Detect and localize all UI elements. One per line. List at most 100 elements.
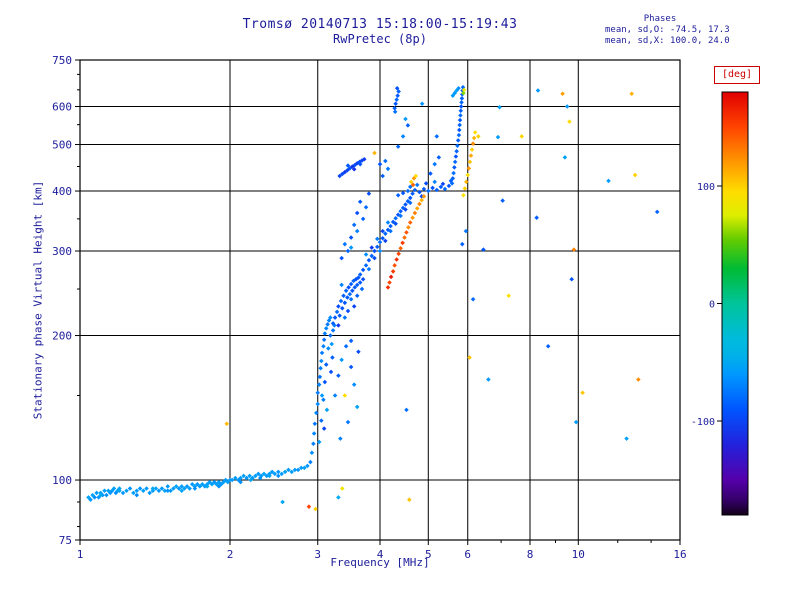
data-point [452, 165, 457, 170]
data-point [104, 492, 109, 498]
data-point [462, 186, 468, 191]
data-point [419, 197, 424, 203]
data-point [362, 156, 367, 162]
data-point [357, 161, 363, 167]
data-point [313, 506, 318, 512]
data-point [457, 127, 462, 133]
data-point [280, 499, 285, 505]
data-point [319, 418, 324, 423]
x-tick-label: 16 [673, 548, 686, 561]
phases-x-mode-stats: mean, sd,X: 100.0, 24.0 [605, 36, 730, 46]
data-point [500, 198, 505, 203]
data-point [286, 467, 291, 473]
data-point [404, 407, 409, 413]
data-point [383, 231, 388, 236]
data-point [336, 304, 341, 309]
data-point [124, 488, 129, 493]
data-point [350, 288, 355, 293]
data-point [173, 484, 179, 489]
data-point [403, 207, 408, 212]
data-point [348, 297, 354, 302]
y-tick-label: 100 [52, 474, 72, 487]
data-point [461, 192, 466, 198]
data-point [434, 134, 440, 139]
data-point [407, 184, 413, 190]
data-point [407, 497, 412, 502]
data-point [340, 486, 345, 491]
data-point [253, 473, 258, 479]
x-tick-label: 5 [425, 548, 432, 561]
data-point [315, 390, 321, 396]
data-point [470, 297, 476, 302]
data-point [348, 364, 354, 370]
data-point [298, 465, 304, 471]
data-point [459, 96, 465, 101]
data-point [414, 182, 420, 188]
data-point [192, 486, 198, 491]
x-tick-label: 3 [314, 548, 321, 561]
data-point [165, 488, 171, 493]
data-point [321, 343, 326, 349]
data-point [308, 459, 313, 465]
data-point [319, 393, 325, 398]
data-point [453, 154, 459, 159]
data-point [322, 379, 328, 385]
data-point [636, 377, 641, 382]
data-point [351, 382, 357, 387]
data-point [354, 282, 360, 288]
data-point [459, 100, 464, 105]
data-point [393, 221, 398, 226]
data-point [403, 116, 408, 122]
data-point [257, 475, 263, 481]
data-point [339, 255, 344, 261]
data-point [316, 382, 322, 387]
data-point [147, 490, 152, 496]
data-point [248, 477, 253, 483]
data-point [204, 484, 210, 489]
data-point [387, 280, 392, 285]
axes [75, 59, 681, 545]
x-tick-label: 2 [227, 548, 234, 561]
data-point [624, 436, 629, 441]
data-point [388, 223, 393, 229]
data-point [309, 450, 315, 455]
data-point [144, 486, 149, 491]
data-point [407, 220, 413, 225]
y-tick-label: 300 [52, 245, 72, 258]
data-point [202, 484, 208, 489]
y-tick-label: 75 [59, 534, 72, 547]
data-point [629, 91, 634, 96]
data-point [336, 495, 341, 500]
data-point [476, 134, 481, 139]
data-point [341, 293, 346, 299]
data-point [345, 295, 350, 300]
data-point [366, 191, 372, 196]
phases-stats-block: Phases mean, sd,O: -74.5, 17.3 mean, sd,… [605, 14, 775, 47]
data-point [279, 471, 284, 477]
data-point [345, 419, 351, 425]
data-point [654, 209, 660, 215]
phases-o-mode-stats: mean, sd,O: -74.5, 17.3 [605, 25, 730, 35]
data-point [348, 338, 354, 344]
data-point [345, 163, 351, 168]
data-point [276, 469, 281, 475]
data-point [321, 426, 327, 431]
data-point [168, 488, 173, 493]
data-point [465, 172, 471, 178]
data-point [337, 313, 342, 318]
data-point [182, 486, 187, 491]
data-point [343, 343, 349, 349]
data-point [471, 135, 477, 141]
data-point [407, 195, 413, 201]
data-point [421, 194, 427, 199]
data-point [247, 473, 252, 479]
data-point [134, 488, 140, 493]
data-point [319, 358, 324, 364]
data-point [403, 202, 408, 207]
data-point [156, 488, 162, 493]
data-point [632, 172, 638, 178]
data-point [519, 134, 524, 139]
data-point [295, 467, 301, 473]
data-point [256, 471, 261, 477]
